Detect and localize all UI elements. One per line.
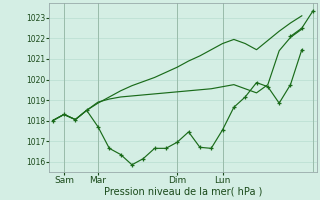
X-axis label: Pression niveau de la mer( hPa ): Pression niveau de la mer( hPa ) bbox=[104, 187, 262, 197]
